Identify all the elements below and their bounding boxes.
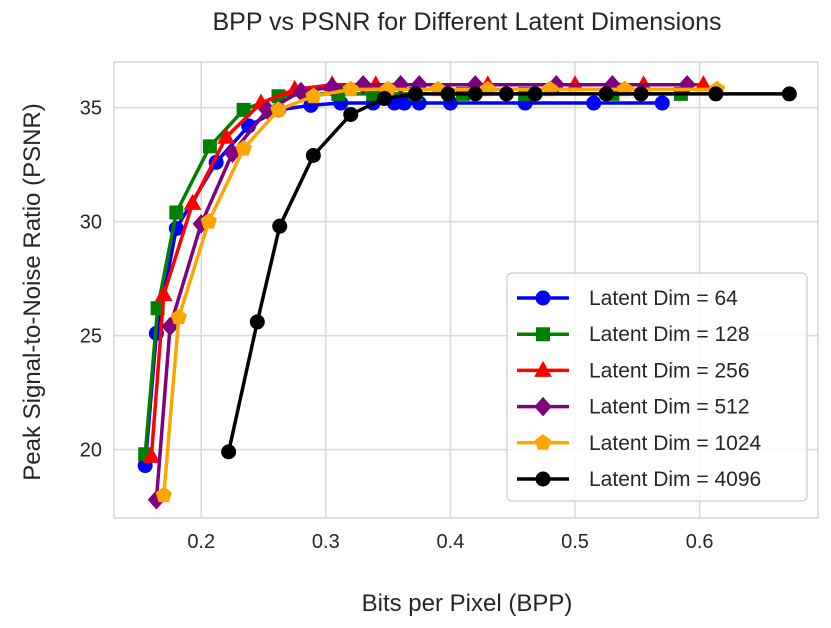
data-point xyxy=(142,446,161,463)
data-point xyxy=(633,86,649,102)
data-point xyxy=(169,205,184,220)
data-point xyxy=(236,102,251,117)
legend-box xyxy=(506,272,808,502)
legend-label: Latent Dim = 1024 xyxy=(589,432,762,455)
series-layer xyxy=(137,75,797,510)
data-point xyxy=(183,193,202,210)
data-point xyxy=(440,86,456,102)
series-6 xyxy=(221,86,797,460)
data-point xyxy=(598,86,614,102)
data-point xyxy=(272,218,288,234)
data-point xyxy=(467,86,483,102)
data-point xyxy=(154,285,173,302)
series-5 xyxy=(155,80,726,503)
y-tick-label: 20 xyxy=(80,440,102,462)
legend-entry: Latent Dim = 128 xyxy=(517,323,750,346)
y-tick-label: 30 xyxy=(80,212,102,234)
data-point xyxy=(155,486,172,503)
x-tick-label: 0.3 xyxy=(312,531,340,553)
data-point xyxy=(408,86,424,102)
data-point xyxy=(305,87,322,104)
legend-marker xyxy=(535,471,551,487)
x-tick-label: 0.4 xyxy=(437,531,465,553)
x-axis-label: Bits per Pixel (BPP) xyxy=(362,590,573,617)
data-point xyxy=(235,139,252,156)
chart-title: BPP vs PSNR for Different Latent Dimensi… xyxy=(212,8,721,36)
legend-label: Latent Dim = 256 xyxy=(589,359,750,382)
x-tick-label: 0.6 xyxy=(686,531,714,553)
y-tick-label: 35 xyxy=(80,98,102,120)
data-point xyxy=(200,212,217,229)
legend-marker xyxy=(536,327,550,342)
legend-label: Latent Dim = 512 xyxy=(589,396,750,419)
data-point xyxy=(343,106,359,122)
data-point xyxy=(221,444,237,460)
legend-entry: Latent Dim = 1024 xyxy=(517,432,762,455)
legend-marker xyxy=(534,434,552,450)
legend-entry: Latent Dim = 4096 xyxy=(517,468,761,491)
legend-label: Latent Dim = 128 xyxy=(589,323,750,346)
data-point xyxy=(170,308,187,325)
plot-frame xyxy=(113,61,819,519)
legend-entry: Latent Dim = 256 xyxy=(517,359,750,382)
data-point xyxy=(654,95,670,111)
legend-marker xyxy=(534,396,552,417)
data-point xyxy=(270,101,287,117)
x-tick-label: 0.2 xyxy=(187,531,215,553)
legend-marker xyxy=(535,290,551,306)
data-point xyxy=(527,86,543,102)
data-point xyxy=(342,80,359,97)
legend: Latent Dim = 64 Latent Dim = 128 Latent Di… xyxy=(506,272,808,502)
y-tick-label: 25 xyxy=(80,326,102,348)
data-point xyxy=(586,95,602,111)
y-axis-label: Peak Signal-to-Noise Ratio (PSNR) xyxy=(19,103,46,480)
data-point xyxy=(305,147,321,163)
tick-labels: 0.2 0.3 0.4 0.5 0.6 20 25 30 35 xyxy=(80,98,714,553)
legend-marker xyxy=(534,360,552,377)
data-point xyxy=(708,86,724,102)
data-point xyxy=(376,90,392,106)
data-point xyxy=(498,86,514,102)
legend-entry: Latent Dim = 512 xyxy=(517,396,750,419)
legend-entry: Latent Dim = 64 xyxy=(517,287,738,310)
data-point xyxy=(202,139,217,154)
data-point xyxy=(249,314,265,330)
x-tick-label: 0.5 xyxy=(561,531,589,553)
legend-label: Latent Dim = 64 xyxy=(589,287,738,310)
data-point xyxy=(781,86,797,102)
legend-label: Latent Dim = 4096 xyxy=(589,468,761,491)
data-point xyxy=(217,127,235,144)
